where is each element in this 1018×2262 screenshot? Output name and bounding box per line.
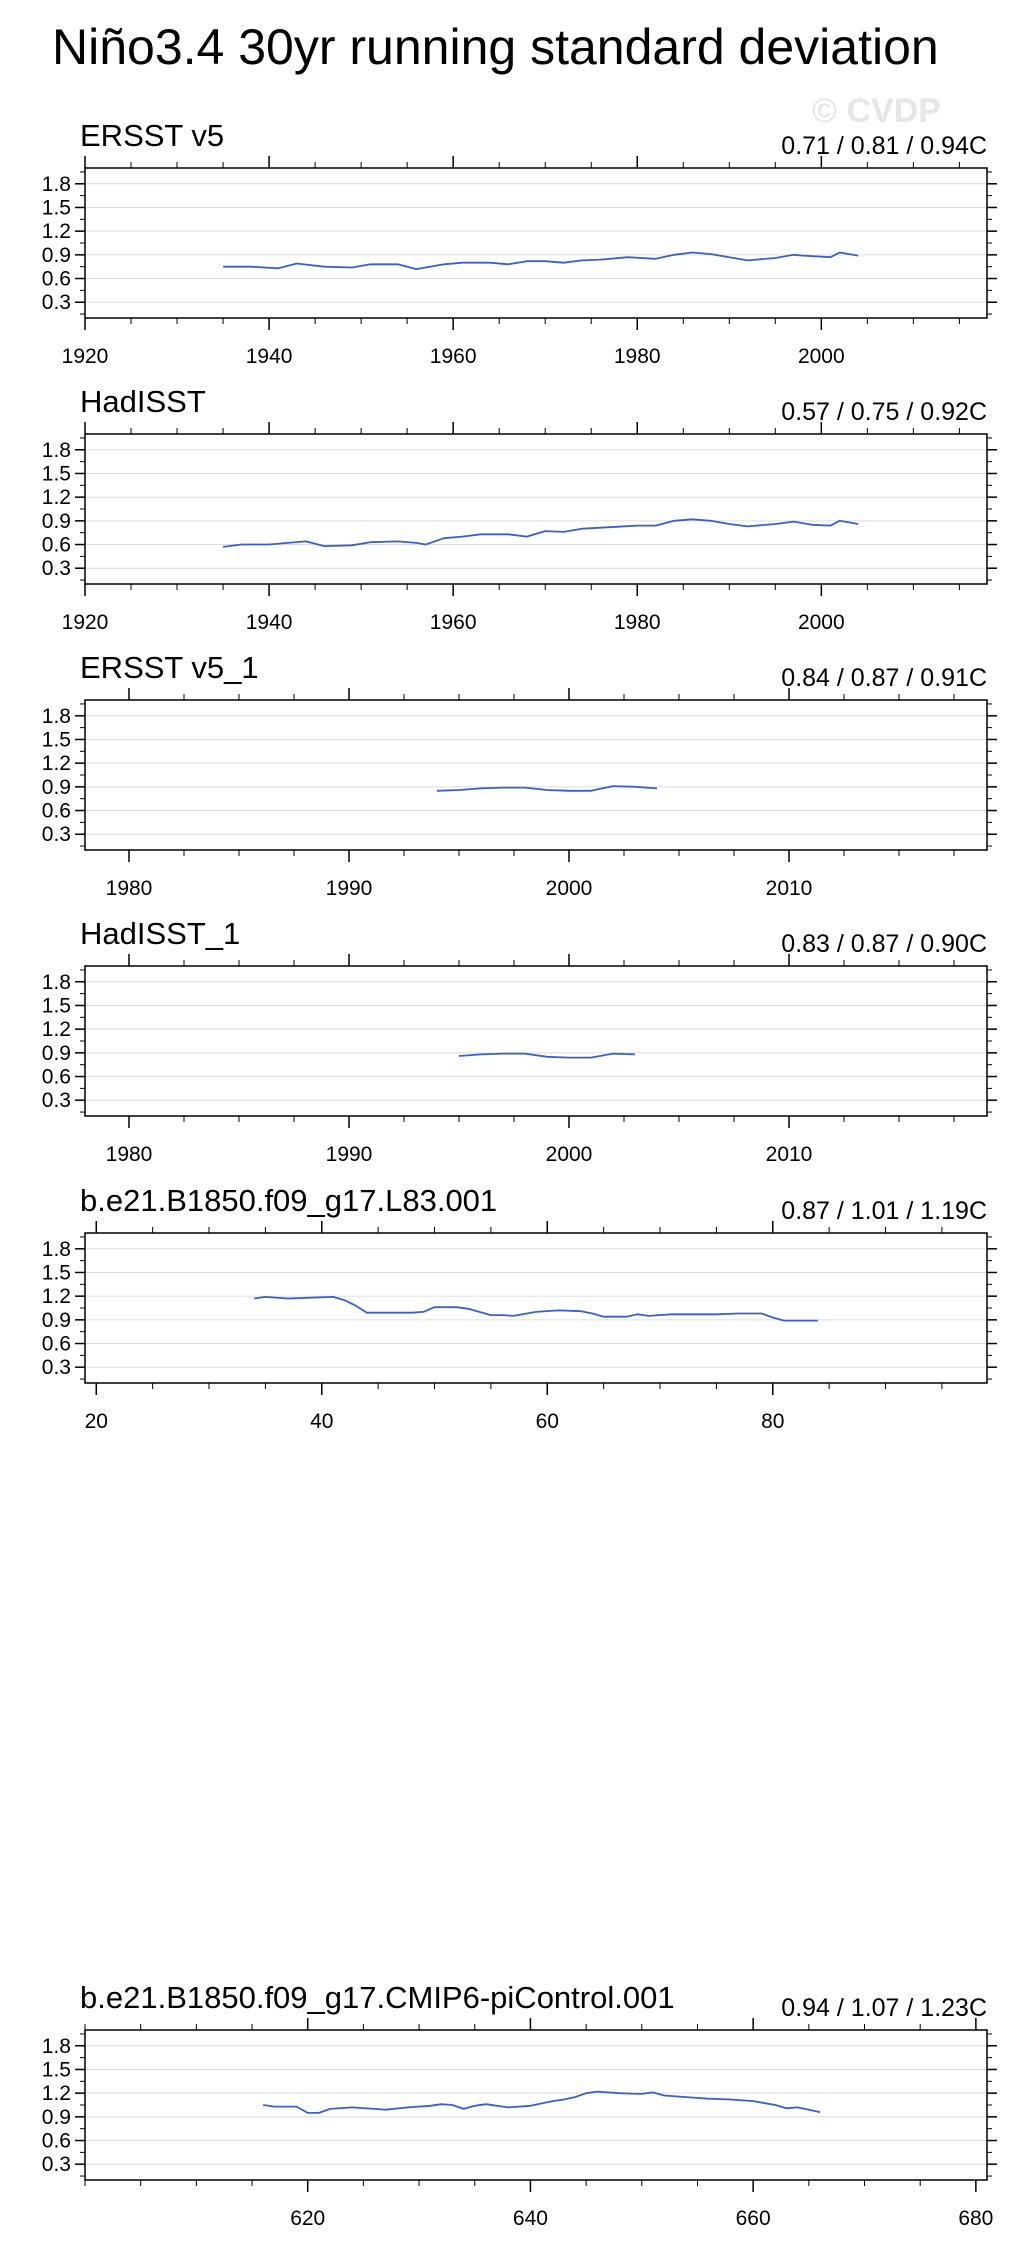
chart-panel: b.e21.B1850.f09_g17.CMIP6-piControl.001 0… xyxy=(42,1980,997,2230)
chart-panel: ERSST v5 0.71 / 0.81 / 0.94C0.30.60.91.21… xyxy=(42,118,997,368)
panel-stats: 0.94 / 1.07 / 1.23C xyxy=(781,1994,987,2022)
ytick-label: 0.9 xyxy=(42,1042,71,1065)
plot-frame xyxy=(84,1232,988,1384)
ytick-label: 0.6 xyxy=(42,268,71,291)
chart-panel: b.e21.B1850.f09_g17.L83.001 0.87 / 1.01 /… xyxy=(42,1183,997,1433)
ytick-label: 1.5 xyxy=(42,728,71,751)
panel-title: ERSST v5_1 xyxy=(80,650,259,685)
ytick-label: 1.5 xyxy=(42,462,71,485)
xtick-label: 2010 xyxy=(766,1143,813,1166)
series-line xyxy=(263,2090,821,2114)
ytick-label: 0.3 xyxy=(42,823,71,846)
xtick-label: 1920 xyxy=(62,345,109,368)
xtick-label: 2010 xyxy=(766,877,813,900)
ytick-label: 0.6 xyxy=(42,534,71,557)
xtick-label: 1980 xyxy=(614,611,661,634)
xtick-label: 2000 xyxy=(798,345,845,368)
ytick-label: 1.5 xyxy=(42,2058,71,2081)
xtick-label: 640 xyxy=(513,2207,548,2230)
ytick-label: 1.5 xyxy=(42,1261,71,1284)
plot-frame xyxy=(84,965,988,1117)
ytick-label: 0.3 xyxy=(42,557,71,580)
xtick-label: 660 xyxy=(736,2207,771,2230)
ytick-label: 1.2 xyxy=(42,2082,71,2105)
ytick-label: 0.3 xyxy=(42,1356,71,1379)
series-line xyxy=(223,251,859,271)
xtick-label: 40 xyxy=(310,1410,333,1433)
panel-title: HadISST_1 xyxy=(80,916,240,951)
panel-stats: 0.57 / 0.75 / 0.92C xyxy=(781,398,987,426)
ytick-label: 0.3 xyxy=(42,2153,71,2176)
xtick-label: 1980 xyxy=(614,345,661,368)
ytick-label: 0.6 xyxy=(42,2130,71,2153)
ytick-label: 1.8 xyxy=(42,705,71,728)
ytick-label: 0.3 xyxy=(42,1089,71,1112)
panel-title: ERSST v5 xyxy=(80,118,224,153)
xtick-label: 80 xyxy=(761,1410,784,1433)
ytick-label: 1.2 xyxy=(42,220,71,243)
ytick-label: 1.8 xyxy=(42,1238,71,1261)
xtick-label: 1960 xyxy=(430,611,477,634)
xtick-label: 1960 xyxy=(430,345,477,368)
xtick-label: 1940 xyxy=(246,345,293,368)
ytick-label: 1.5 xyxy=(42,196,71,219)
plot-frame xyxy=(84,699,988,851)
ytick-label: 0.3 xyxy=(42,291,71,314)
ytick-label: 1.2 xyxy=(42,1018,71,1041)
series-line xyxy=(458,1052,636,1059)
panel-title: b.e21.B1850.f09_g17.CMIP6-piControl.001 xyxy=(80,1980,675,2015)
panel-stats: 0.84 / 0.87 / 0.91C xyxy=(781,664,987,692)
ytick-label: 1.2 xyxy=(42,752,71,775)
xtick-label: 1980 xyxy=(106,877,153,900)
chart-panel: HadISST_1 0.83 / 0.87 / 0.90C 0.30.60.91.2… xyxy=(42,916,997,1166)
ytick-label: 1.8 xyxy=(42,439,71,462)
xtick-label: 60 xyxy=(536,1410,559,1433)
ytick-label: 1.2 xyxy=(42,1285,71,1308)
ytick-label: 1.8 xyxy=(42,971,71,994)
xtick-label: 2000 xyxy=(798,611,845,634)
panel-stats: 0.71 / 0.81 / 0.94C xyxy=(781,132,987,160)
xtick-label: 1940 xyxy=(246,611,293,634)
ytick-label: 0.9 xyxy=(42,1309,71,1332)
plot-frame xyxy=(84,167,988,319)
ytick-label: 0.6 xyxy=(42,1066,71,1089)
cvdp-watermark: © CVDP xyxy=(812,92,941,130)
xtick-label: 1980 xyxy=(106,1143,153,1166)
panel-title: HadISST xyxy=(80,384,206,419)
ytick-label: 1.8 xyxy=(42,173,71,196)
xtick-label: 1920 xyxy=(62,611,109,634)
xtick-label: 20 xyxy=(85,1410,108,1433)
ytick-label: 0.6 xyxy=(42,1333,71,1356)
xtick-label: 680 xyxy=(958,2207,993,2230)
plot-frame xyxy=(84,2029,988,2181)
ytick-label: 0.9 xyxy=(42,510,71,533)
ytick-label: 1.2 xyxy=(42,486,71,509)
ytick-label: 0.6 xyxy=(42,800,71,823)
ytick-label: 1.8 xyxy=(42,2035,71,2058)
ytick-label: 1.5 xyxy=(42,994,71,1017)
xtick-label: 2000 xyxy=(546,877,593,900)
chart-panel: ERSST v5_1 0.84 / 0.87 / 0.91C0.30.60.91.… xyxy=(42,650,997,900)
ytick-label: 0.9 xyxy=(42,776,71,799)
ytick-label: 0.9 xyxy=(42,244,71,267)
xtick-label: 1990 xyxy=(326,877,373,900)
panel-stats: 0.83 / 0.87 / 0.90C xyxy=(781,930,987,958)
page-title: Niño3.4 30yr running standard deviation xyxy=(52,19,939,75)
xtick-label: 1990 xyxy=(326,1143,373,1166)
ytick-label: 0.9 xyxy=(42,2106,71,2129)
series-line xyxy=(222,518,859,548)
panel-stats: 0.87 / 1.01 / 1.19C xyxy=(781,1197,987,1225)
panel-title: b.e21.B1850.f09_g17.L83.001 xyxy=(80,1183,497,1218)
xtick-label: 2000 xyxy=(546,1143,593,1166)
xtick-label: 620 xyxy=(290,2207,325,2230)
series-line xyxy=(436,785,658,792)
chart-panel: HadISST 0.57 / 0.75 / 0.92C0.30.60.91.21.… xyxy=(42,384,997,634)
plot-frame xyxy=(84,433,988,585)
series-line xyxy=(253,1296,818,1322)
